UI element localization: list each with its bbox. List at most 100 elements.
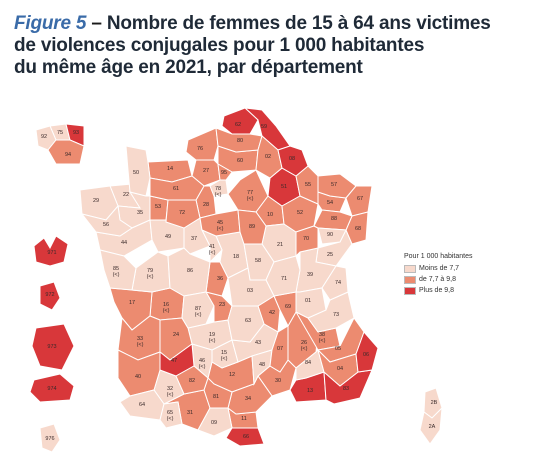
department-89	[237, 209, 267, 245]
figure-label: Figure 5	[14, 13, 87, 34]
department-small-marker: (<)	[163, 308, 170, 314]
department-label-90: 90	[327, 232, 333, 238]
department-label-40: 40	[135, 374, 141, 380]
department-2a	[419, 406, 443, 445]
department-small-marker: (<)	[147, 274, 154, 280]
department-label-03: 03	[247, 288, 253, 294]
department-label-971: 971	[47, 250, 56, 256]
department-label-07: 07	[277, 346, 283, 352]
department-label-15: 15	[221, 350, 227, 356]
department-label-52: 52	[297, 210, 303, 216]
legend-item-high: Plus de 9,8	[404, 285, 514, 296]
department-label-73: 73	[333, 312, 339, 318]
department-label-31: 31	[187, 410, 193, 416]
department-label-64: 64	[139, 402, 145, 408]
title-line-2: de violences conjugales pour 1 000 habit…	[14, 35, 425, 56]
legend-item-low: Moins de 7,7	[404, 263, 514, 274]
department-label-22: 22	[123, 192, 129, 198]
department-07	[269, 325, 289, 373]
legend-label-low: Moins de 7,7	[419, 265, 460, 272]
department-small-marker: (<)	[221, 356, 228, 362]
department-label-46: 46	[199, 358, 205, 364]
legend-label-mid: de 7,7 à 9,8	[419, 276, 456, 283]
department-label-01: 01	[305, 298, 311, 304]
department-label-35: 35	[137, 210, 143, 216]
department-label-70: 70	[303, 236, 309, 242]
department-40	[117, 349, 161, 397]
department-73	[307, 291, 355, 333]
department-label-85: 85	[113, 266, 119, 272]
department-67	[345, 185, 373, 217]
department-label-2a: 2A	[429, 424, 436, 430]
department-label-33: 33	[137, 336, 143, 342]
department-small-marker: (<)	[215, 192, 222, 198]
department-label-67: 67	[357, 196, 363, 202]
department-label-974: 974	[47, 386, 56, 392]
legend-swatch-high	[404, 286, 416, 295]
department-small-marker: (<)	[113, 272, 120, 278]
title-dash: –	[86, 13, 107, 34]
department-label-69: 69	[285, 304, 291, 310]
department-label-78: 78	[215, 186, 221, 192]
department-86	[167, 247, 211, 297]
department-label-973: 973	[47, 344, 56, 350]
department-label-62: 62	[235, 122, 241, 128]
department-971	[33, 235, 69, 267]
department-label-27: 27	[203, 168, 209, 174]
department-small-marker: (<)	[209, 250, 216, 256]
department-label-45: 45	[217, 220, 223, 226]
department-small-marker: (<)	[199, 364, 206, 370]
department-label-53: 53	[155, 204, 161, 210]
department-label-63: 63	[245, 318, 251, 324]
department-label-28: 28	[203, 202, 209, 208]
department-label-76: 76	[197, 146, 203, 152]
department-label-13: 13	[307, 388, 313, 394]
department-label-26: 26	[301, 340, 307, 346]
department-label-84: 84	[305, 360, 311, 366]
department-label-80: 80	[237, 138, 243, 144]
department-small-marker: (<)	[247, 196, 254, 202]
department-01	[295, 287, 327, 319]
department-small-marker: (<)	[319, 338, 326, 344]
department-66	[225, 427, 265, 447]
department-label-58: 58	[255, 258, 261, 264]
department-label-37: 37	[191, 236, 197, 242]
department-03	[227, 267, 275, 307]
department-label-54: 54	[327, 200, 333, 206]
department-973	[31, 323, 75, 371]
department-label-11: 11	[241, 416, 247, 422]
department-61	[149, 175, 205, 201]
mainland-departments	[79, 107, 379, 447]
department-label-05: 05	[335, 346, 341, 352]
department-label-94: 94	[65, 152, 71, 158]
department-label-06: 06	[363, 352, 369, 358]
department-label-41: 41	[209, 244, 215, 250]
department-label-10: 10	[267, 212, 273, 218]
department-small-marker: (<)	[167, 392, 174, 398]
department-label-49: 49	[165, 234, 171, 240]
chart-title: Figure 5 – Nombre de femmes de 15 à 64 a…	[14, 13, 514, 79]
department-76	[185, 127, 219, 161]
department-85	[99, 249, 137, 291]
department-label-2b: 2B	[431, 400, 438, 406]
department-label-65: 65	[167, 410, 173, 416]
department-small-marker: (<)	[217, 226, 224, 232]
department-label-19: 19	[209, 332, 215, 338]
department-label-09: 09	[211, 420, 217, 426]
department-label-972: 972	[45, 292, 54, 298]
department-label-43: 43	[255, 340, 261, 346]
department-small-marker: (<)	[301, 346, 308, 352]
department-label-39: 39	[307, 272, 313, 278]
department-72	[165, 199, 201, 229]
department-label-21: 21	[277, 242, 283, 248]
department-label-34: 34	[245, 396, 251, 402]
department-65	[159, 401, 183, 429]
department-90	[317, 227, 347, 245]
overseas-departments	[29, 235, 75, 453]
title-line-3: du même âge en 2021, par département	[14, 57, 363, 78]
ile-de-france-inset	[35, 123, 85, 165]
department-label-79: 79	[147, 268, 153, 274]
department-label-08: 08	[289, 156, 295, 162]
department-label-17: 17	[129, 300, 135, 306]
department-label-56: 56	[103, 222, 109, 228]
